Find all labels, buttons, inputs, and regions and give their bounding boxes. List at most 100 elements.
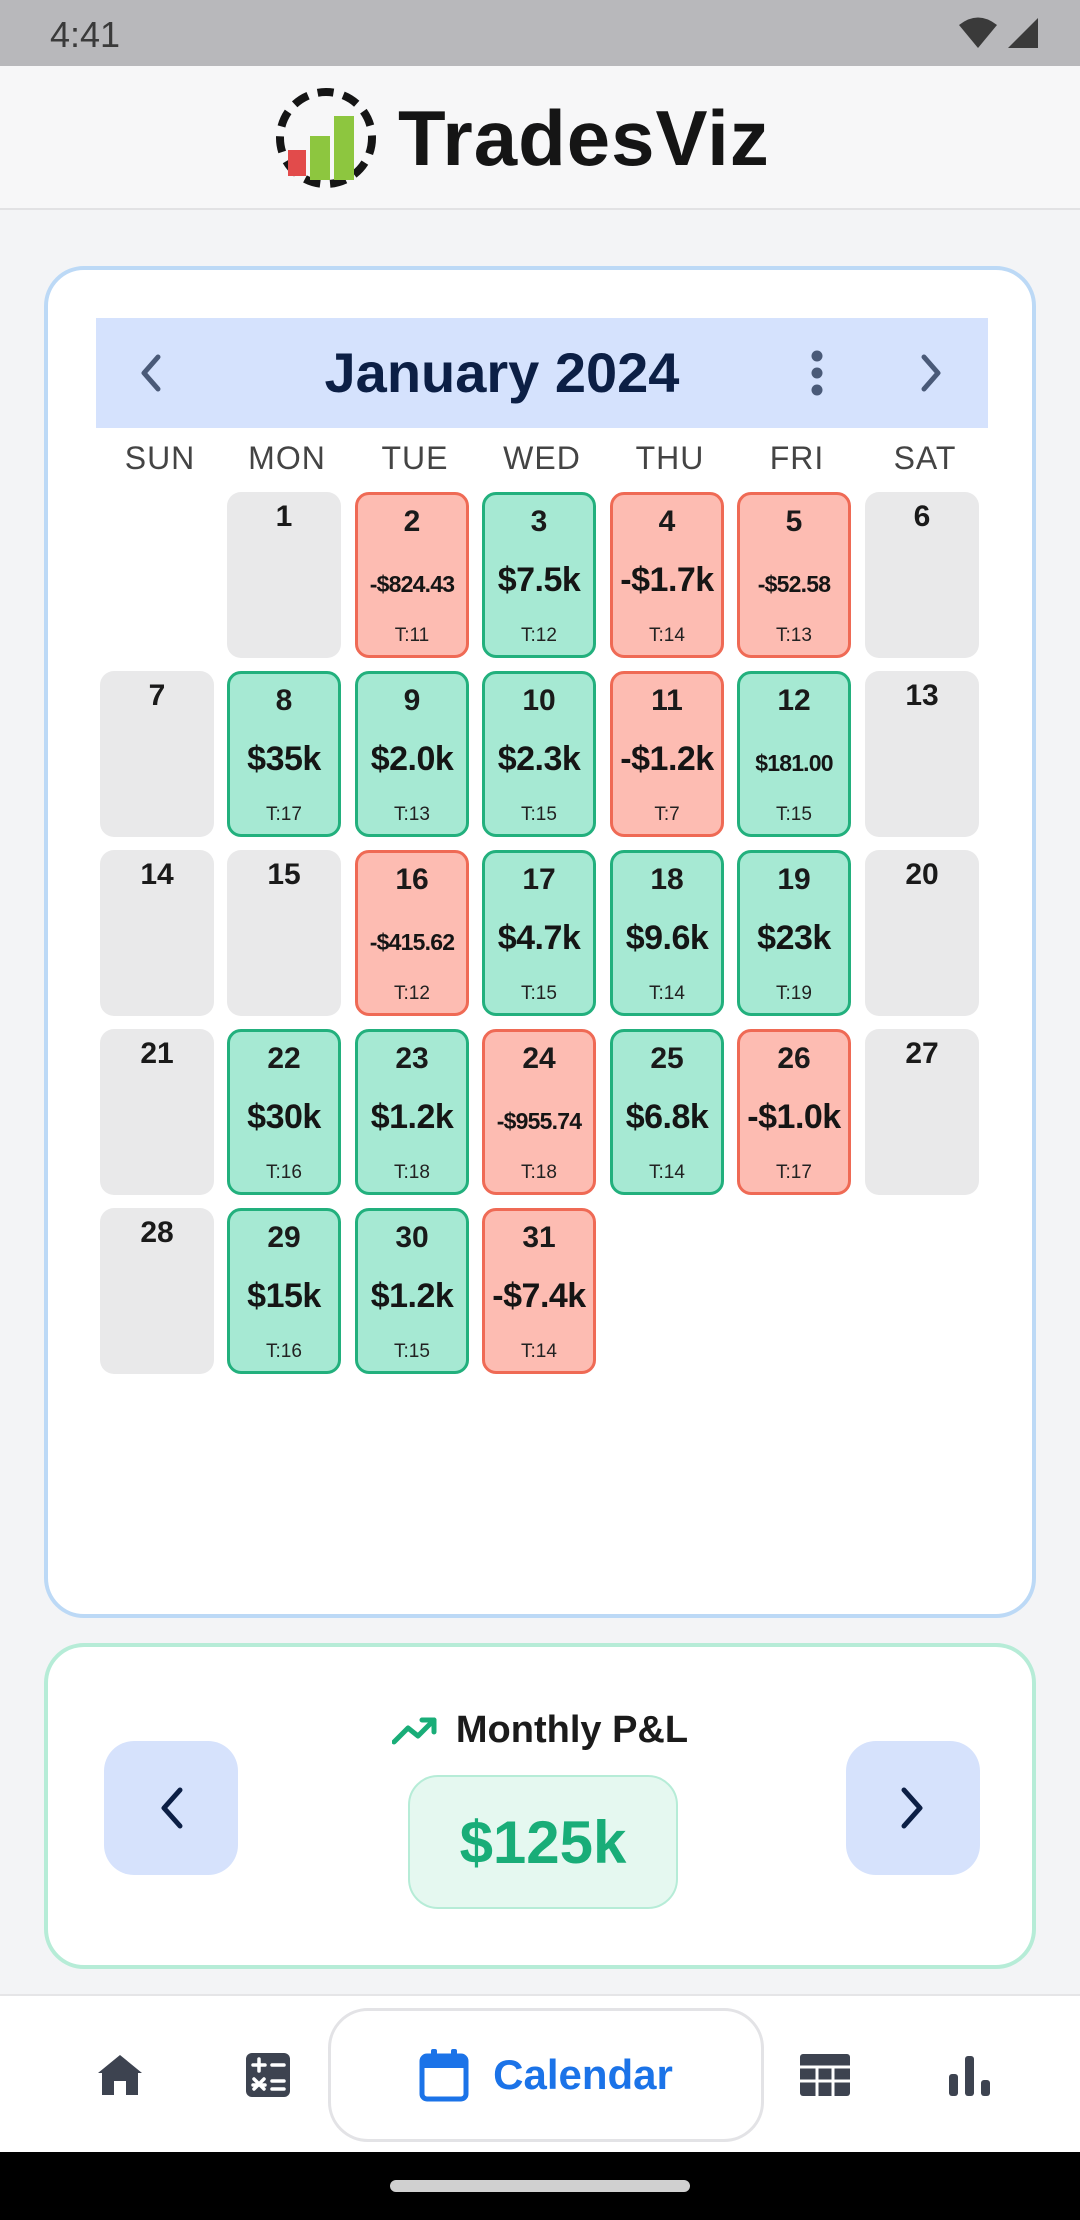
day-pnl: $15k <box>247 1277 321 1315</box>
calendar-day-21[interactable]: 21 <box>100 1029 214 1195</box>
day-pnl: -$52.58 <box>757 571 831 597</box>
day-number: 2 <box>403 505 421 538</box>
calendar-day-4[interactable]: 4 -$1.7k T:14 <box>610 492 724 658</box>
chevron-left-icon <box>161 1787 183 1829</box>
calendar-day-31[interactable]: 31 -$7.4k T:14 <box>482 1208 596 1374</box>
calendar-day-26[interactable]: 26 -$1.0k T:17 <box>737 1029 851 1195</box>
day-number: 12 <box>777 684 811 717</box>
day-number: 16 <box>395 863 429 896</box>
calendar-day-19[interactable]: 19 $23k T:19 <box>737 850 851 1016</box>
calendar-day-9[interactable]: 9 $2.0k T:13 <box>355 671 469 837</box>
day-trade-count: T:15 <box>776 804 812 825</box>
day-trade-count: T:17 <box>266 804 302 825</box>
day-pnl: -$824.43 <box>369 571 455 597</box>
day-pnl: -$1.0k <box>747 1098 841 1136</box>
monthly-pnl-header: Monthly P&L <box>48 1709 1032 1752</box>
calendar-day-8[interactable]: 8 $35k T:17 <box>227 671 341 837</box>
day-trade-count: T:14 <box>649 1162 685 1183</box>
calendar-day-3[interactable]: 3 $7.5k T:12 <box>482 492 596 658</box>
next-month-button[interactable] <box>904 346 958 400</box>
day-pnl: $1.2k <box>370 1277 454 1315</box>
day-pnl: -$955.74 <box>496 1108 582 1134</box>
calendar-day-18[interactable]: 18 $9.6k T:14 <box>610 850 724 1016</box>
day-trade-count: T:7 <box>654 804 680 825</box>
calendar-day-27[interactable]: 27 <box>865 1029 979 1195</box>
day-number: 29 <box>267 1221 301 1254</box>
calendar-day-24[interactable]: 24 -$955.74 T:18 <box>482 1029 596 1195</box>
prev-month-pnl-button[interactable] <box>104 1741 238 1875</box>
calendar-day-17[interactable]: 17 $4.7k T:15 <box>482 850 596 1016</box>
nav-stats[interactable] <box>930 1996 1010 2154</box>
calendar-day-13[interactable]: 13 <box>865 671 979 837</box>
day-number: 30 <box>395 1221 429 1254</box>
table-icon <box>800 2054 850 2096</box>
calculator-icon <box>246 2053 290 2097</box>
app-header: TradesViz <box>0 66 1080 210</box>
day-number: 9 <box>403 684 421 717</box>
nav-calculator[interactable] <box>228 1996 308 2154</box>
day-number: 25 <box>650 1042 684 1075</box>
calendar-day-30[interactable]: 30 $1.2k T:15 <box>355 1208 469 1374</box>
nav-table[interactable] <box>782 1996 868 2154</box>
calendar-day-14[interactable]: 14 <box>100 850 214 1016</box>
calendar-day-22[interactable]: 22 $30k T:16 <box>227 1029 341 1195</box>
trending-up-icon <box>391 1717 437 1744</box>
day-trade-count: T:16 <box>266 1162 302 1183</box>
nav-home[interactable] <box>80 1996 160 2154</box>
nav-calendar-active[interactable]: Calendar <box>328 2008 764 2142</box>
day-pnl: -$1.2k <box>620 740 714 778</box>
day-pnl: $23k <box>757 919 831 957</box>
day-pnl: $2.3k <box>497 740 581 778</box>
bottom-nav: Calendar <box>0 1994 1080 2152</box>
calendar-day-7[interactable]: 7 <box>100 671 214 837</box>
calendar-day-20[interactable]: 20 <box>865 850 979 1016</box>
day-number: 28 <box>140 1216 174 1249</box>
day-number: 24 <box>522 1042 556 1075</box>
calendar-day-1[interactable]: 1 <box>227 492 341 658</box>
day-trade-count: T:18 <box>521 1162 557 1183</box>
weekday-label: TUE <box>381 440 449 476</box>
day-trade-count: T:14 <box>649 983 685 1004</box>
monthly-pnl-value-box: $125k <box>408 1775 678 1909</box>
next-month-pnl-button[interactable] <box>846 1741 980 1875</box>
day-number: 3 <box>530 505 548 538</box>
weekday-label: WED <box>503 440 581 476</box>
day-number: 27 <box>905 1037 939 1070</box>
day-number: 21 <box>140 1037 174 1070</box>
calendar-day-2[interactable]: 2 -$824.43 T:11 <box>355 492 469 658</box>
day-trade-count: T:18 <box>394 1162 430 1183</box>
calendar-day-29[interactable]: 29 $15k T:16 <box>227 1208 341 1374</box>
calendar-icon <box>419 2049 469 2102</box>
calendar-day-15[interactable]: 15 <box>227 850 341 1016</box>
calendar-day-6[interactable]: 6 <box>865 492 979 658</box>
bar-chart-icon <box>949 2056 990 2096</box>
calendar-day-23[interactable]: 23 $1.2k T:18 <box>355 1029 469 1195</box>
day-number: 13 <box>905 679 939 712</box>
calendar-day-12[interactable]: 12 $181.00 T:15 <box>737 671 851 837</box>
prev-month-button[interactable] <box>124 346 178 400</box>
calendar-day-28[interactable]: 28 <box>100 1208 214 1374</box>
calendar-menu-button[interactable] <box>790 346 844 400</box>
home-icon <box>98 2055 142 2095</box>
day-pnl: $1.2k <box>370 1098 454 1136</box>
day-trade-count: T:15 <box>394 1341 430 1362</box>
day-number: 10 <box>522 684 556 717</box>
day-trade-count: T:13 <box>776 625 812 646</box>
signal-icon <box>1008 18 1038 48</box>
calendar-day-16[interactable]: 16 -$415.62 T:12 <box>355 850 469 1016</box>
calendar-day-11[interactable]: 11 -$1.2k T:7 <box>610 671 724 837</box>
chevron-left-icon <box>141 354 161 392</box>
day-number: 22 <box>267 1042 301 1075</box>
calendar-day-10[interactable]: 10 $2.3k T:15 <box>482 671 596 837</box>
calendar-day-25[interactable]: 25 $6.8k T:14 <box>610 1029 724 1195</box>
calendar-card: January 2024 SUN MON TUE WED THU FRI SAT… <box>44 266 1036 1618</box>
calendar-day-5[interactable]: 5 -$52.58 T:13 <box>737 492 851 658</box>
calendar-month-title: January 2024 <box>324 341 680 404</box>
app-name: TradesViz <box>398 93 770 182</box>
weekday-label: SAT <box>893 440 957 476</box>
gesture-handle[interactable] <box>390 2180 690 2192</box>
weekday-label: FRI <box>769 440 825 476</box>
day-pnl: -$7.4k <box>492 1277 586 1315</box>
day-number: 20 <box>905 858 939 891</box>
day-trade-count: T:12 <box>521 625 557 646</box>
